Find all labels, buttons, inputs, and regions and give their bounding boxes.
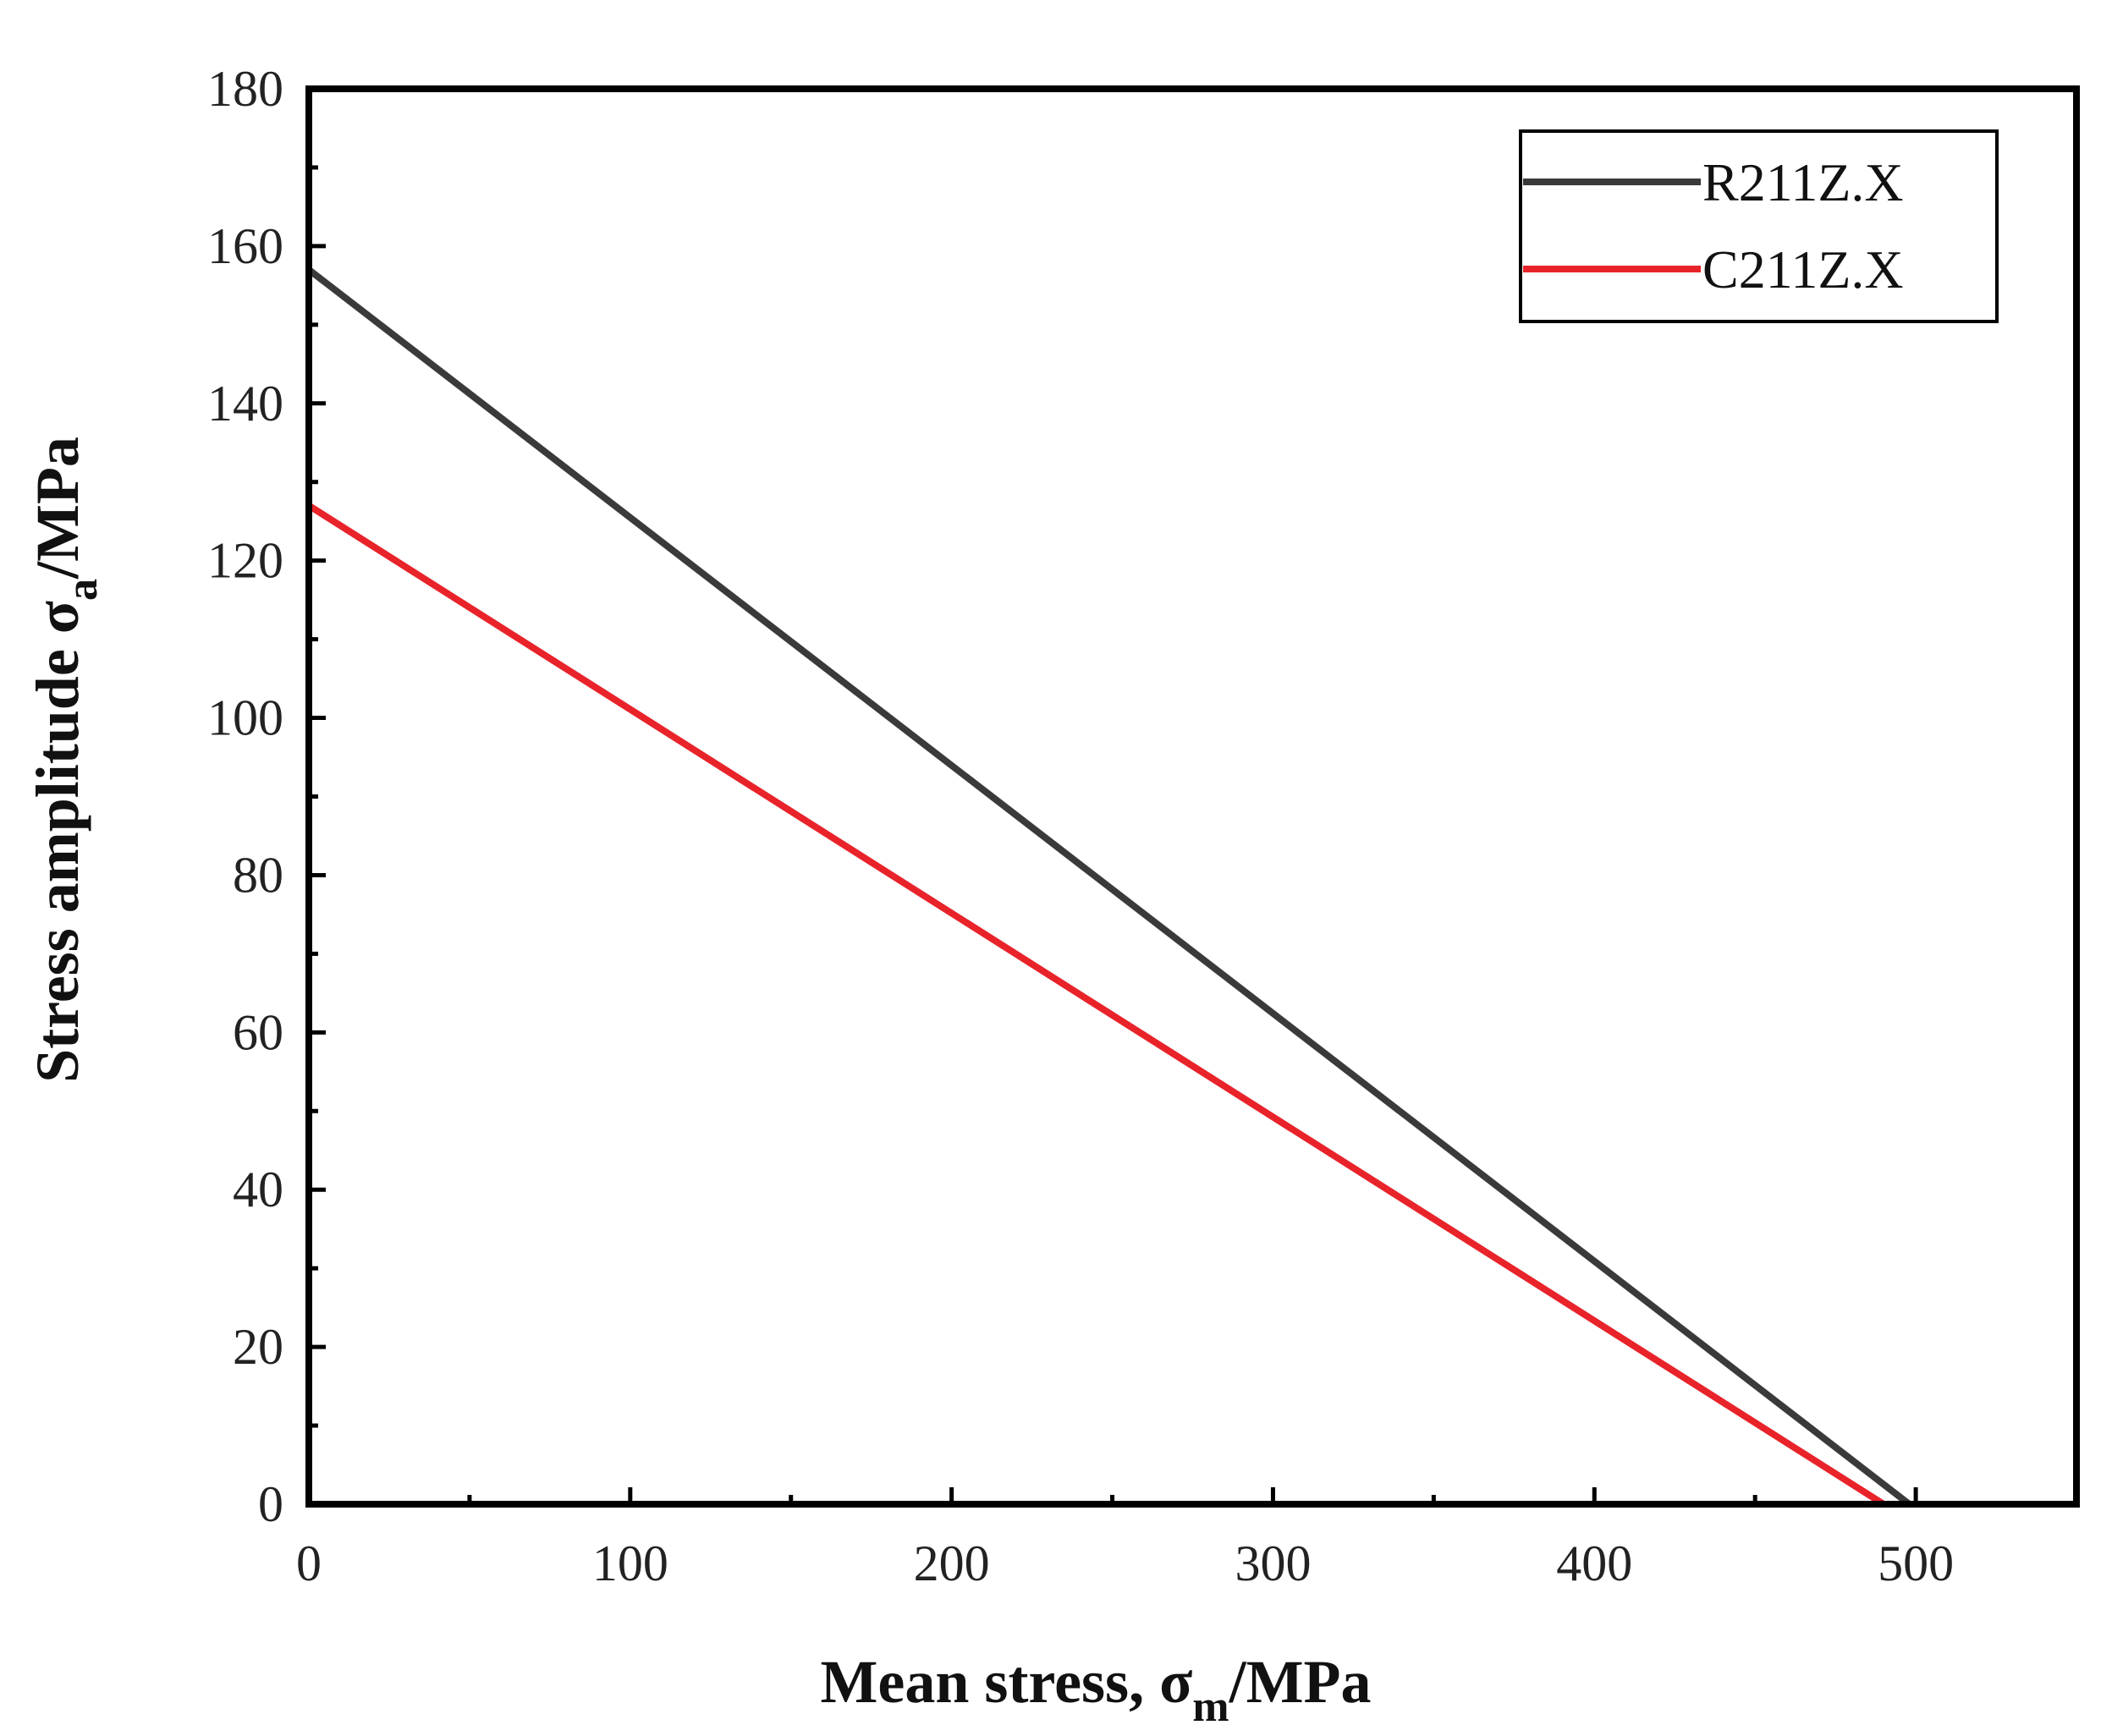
legend-label-r211zx: R211Z.X [1702,152,1904,212]
series-layer [306,266,1911,1508]
x-tick-label-100: 100 [592,1535,668,1591]
x-axis-title: Mean stress, σm/MPa [820,1648,1371,1731]
y-tick-label-180: 180 [207,61,283,117]
y-axis-title-main: Stress amplitude σ [24,601,91,1083]
x-tick-label-400: 400 [1556,1535,1632,1591]
series-line-r211zx [306,266,1911,1508]
y-tick-label-60: 60 [233,1004,283,1060]
plot-frame [305,85,2080,1508]
legend: R211Z.X C211Z.X [1519,129,1999,323]
y-tick-label-100: 100 [207,690,283,746]
x-axis-title-main: Mean stress, σ [820,1648,1192,1716]
x-tick-label-200: 200 [914,1535,990,1591]
y-tick-label-20: 20 [233,1319,283,1375]
x-axis-ticks: 0 100 200 300 400 500 [296,1487,2079,1591]
legend-label-c211zx: C211Z.X [1702,239,1904,299]
y-tick-label-160: 160 [207,218,283,274]
y-tick-label-120: 120 [207,533,283,589]
x-tick-label-300: 300 [1235,1535,1311,1591]
x-tick-label-500: 500 [1878,1535,1954,1591]
y-axis-title-unit: /MPa [24,437,91,580]
legend-box [1519,129,1999,323]
y-tick-label-0: 0 [258,1476,283,1532]
y-tick-label-80: 80 [233,847,283,903]
x-tick-label-0: 0 [296,1535,322,1591]
y-tick-label-40: 40 [233,1162,283,1217]
x-axis-title-subscript: m [1192,1683,1229,1731]
x-axis-title-unit: /MPa [1229,1648,1372,1716]
y-axis-title: Stress amplitude σa/MPa [24,437,107,1083]
y-axis-ticks: 0 20 40 60 80 100 120 140 160 180 [207,61,326,1532]
series-line-c211zx [306,503,1886,1508]
y-tick-label-140: 140 [207,376,283,431]
y-axis-title-subscript: a [58,579,107,601]
